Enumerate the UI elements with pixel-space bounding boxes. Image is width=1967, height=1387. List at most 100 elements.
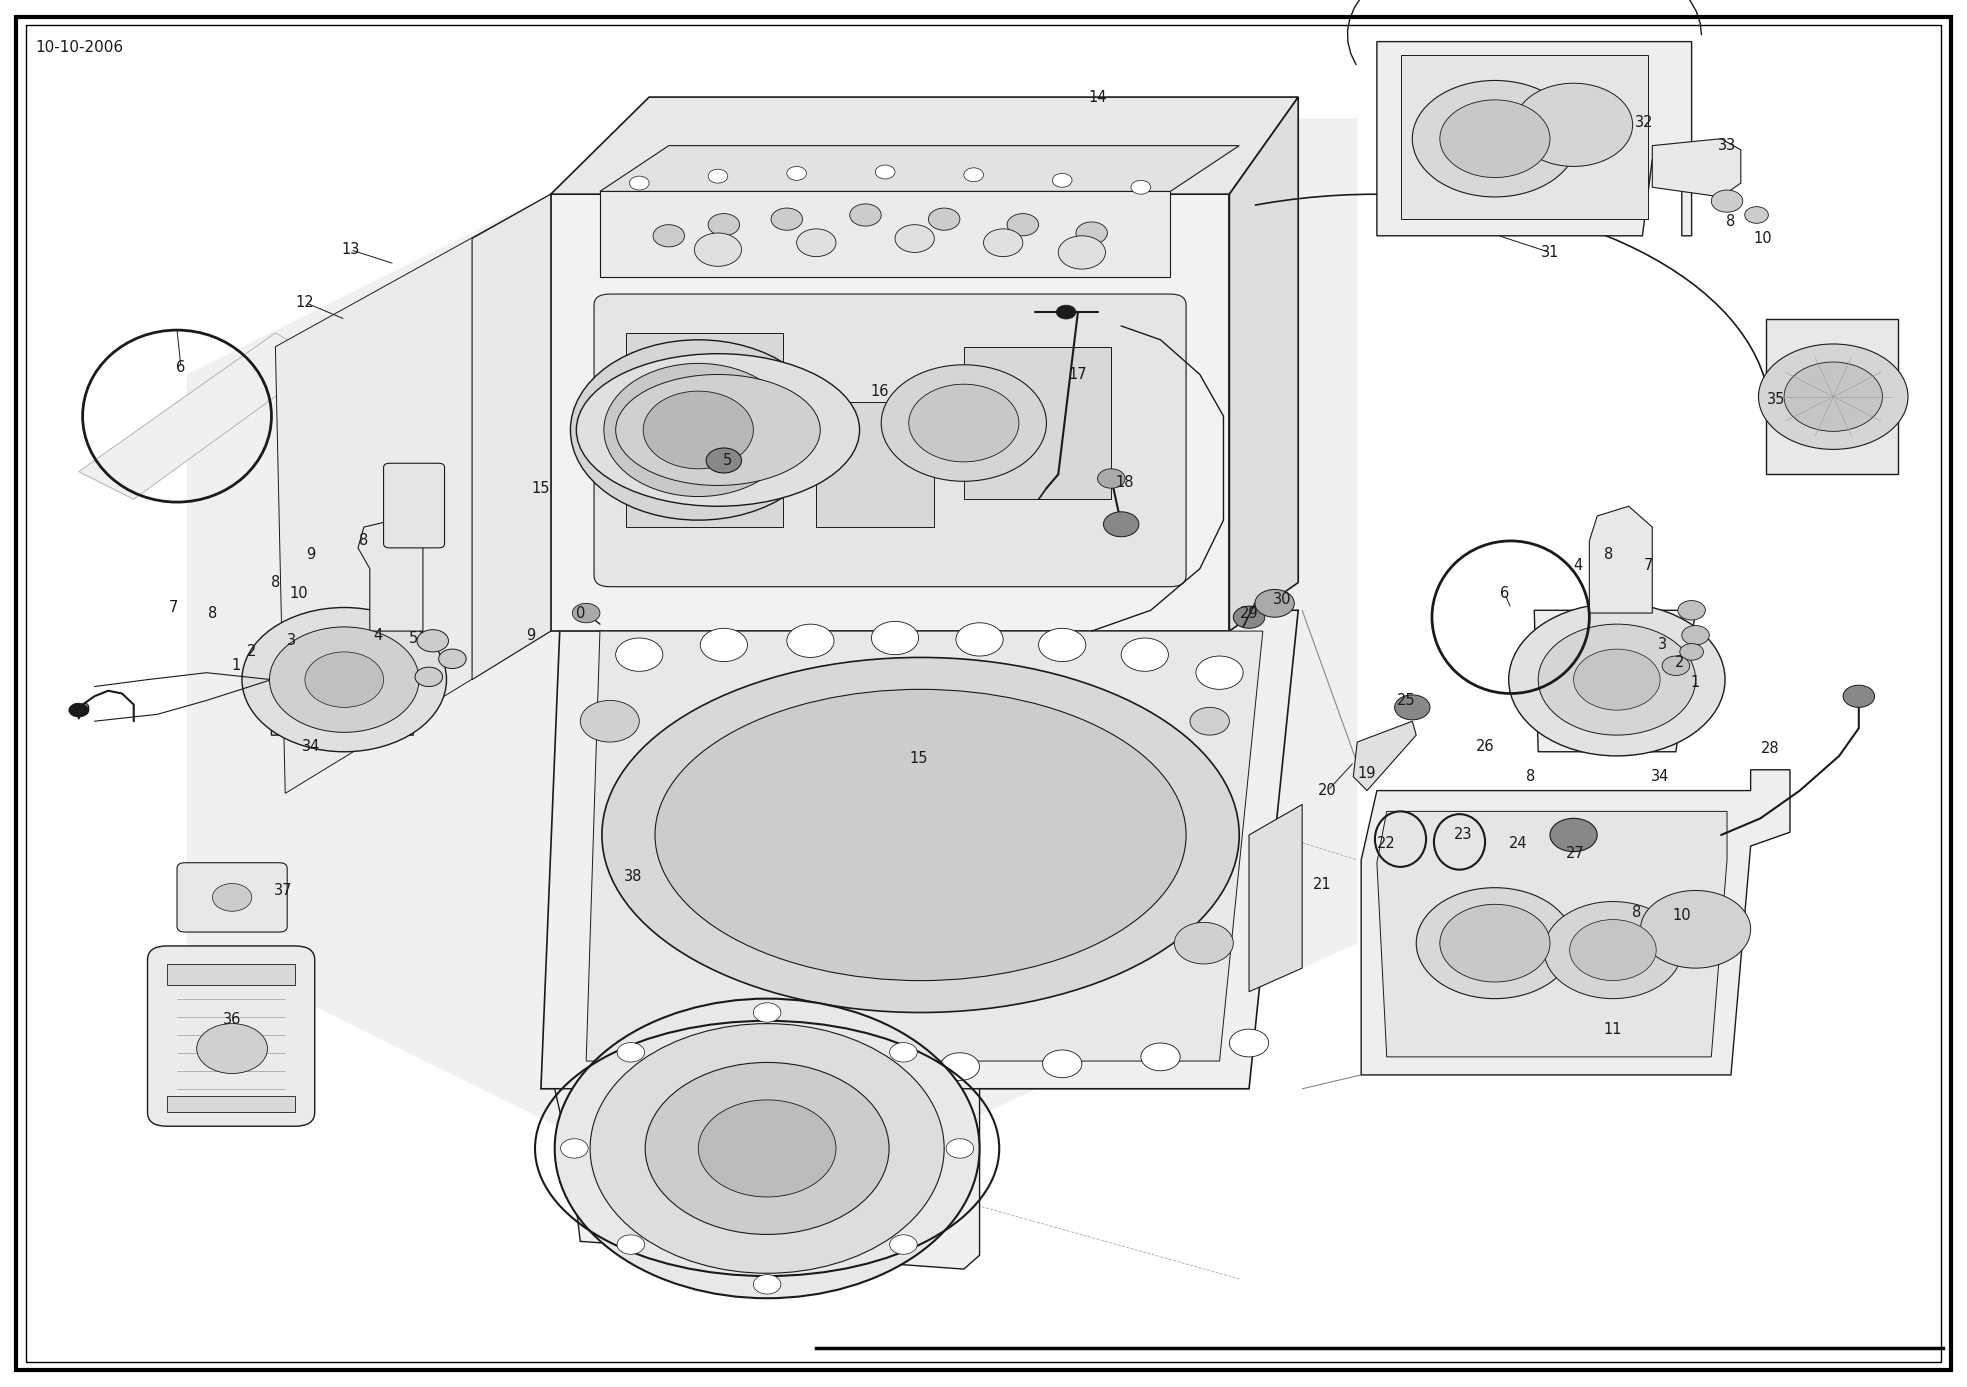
- Text: 30: 30: [1273, 592, 1292, 606]
- Circle shape: [871, 621, 919, 655]
- FancyBboxPatch shape: [148, 946, 315, 1126]
- Bar: [964, 347, 1111, 499]
- Circle shape: [269, 627, 419, 732]
- Circle shape: [1640, 890, 1751, 968]
- Text: 13: 13: [340, 243, 360, 257]
- Circle shape: [708, 169, 728, 183]
- Text: 37: 37: [273, 884, 293, 897]
- Circle shape: [940, 1053, 980, 1080]
- Text: 23: 23: [1454, 828, 1473, 842]
- Circle shape: [1103, 512, 1139, 537]
- Text: 15: 15: [531, 481, 551, 495]
- Bar: [816, 402, 934, 527]
- Circle shape: [415, 667, 443, 687]
- Circle shape: [1056, 305, 1076, 319]
- Polygon shape: [1652, 139, 1741, 197]
- Circle shape: [694, 233, 742, 266]
- Polygon shape: [271, 631, 423, 735]
- Text: 8: 8: [1633, 906, 1640, 920]
- Polygon shape: [1229, 97, 1298, 631]
- Text: 35: 35: [1766, 393, 1786, 406]
- Circle shape: [889, 1234, 917, 1254]
- Polygon shape: [1249, 804, 1302, 992]
- Circle shape: [1509, 603, 1725, 756]
- Bar: [167, 1096, 295, 1112]
- Polygon shape: [600, 191, 1170, 277]
- Circle shape: [895, 225, 934, 252]
- Circle shape: [1550, 818, 1597, 852]
- Text: 16: 16: [869, 384, 889, 398]
- Text: 28: 28: [1760, 742, 1780, 756]
- Text: 9: 9: [527, 628, 535, 642]
- Circle shape: [708, 214, 740, 236]
- Circle shape: [212, 884, 252, 911]
- Text: 1: 1: [232, 659, 240, 673]
- Text: 38: 38: [624, 870, 643, 884]
- Circle shape: [738, 1047, 777, 1075]
- Text: 25: 25: [1397, 694, 1416, 707]
- Circle shape: [633, 1040, 673, 1068]
- Circle shape: [1229, 1029, 1269, 1057]
- Circle shape: [1196, 656, 1243, 689]
- Polygon shape: [1401, 55, 1648, 219]
- Circle shape: [1058, 236, 1105, 269]
- Text: 24: 24: [1509, 836, 1528, 850]
- Text: 3: 3: [1658, 638, 1666, 652]
- Text: 11: 11: [1603, 1022, 1623, 1036]
- Circle shape: [1758, 344, 1908, 449]
- Polygon shape: [1361, 770, 1790, 1075]
- Circle shape: [881, 365, 1046, 481]
- Polygon shape: [551, 97, 1298, 194]
- Text: 2: 2: [248, 645, 256, 659]
- Text: 39: 39: [73, 703, 92, 717]
- Text: 15: 15: [909, 752, 928, 766]
- Text: 10-10-2006: 10-10-2006: [35, 40, 124, 55]
- Circle shape: [787, 624, 834, 657]
- Circle shape: [1416, 888, 1574, 999]
- Circle shape: [590, 1024, 944, 1273]
- Circle shape: [964, 168, 984, 182]
- Circle shape: [555, 999, 980, 1298]
- Circle shape: [753, 1003, 781, 1022]
- Circle shape: [1440, 904, 1550, 982]
- Circle shape: [928, 208, 960, 230]
- Text: 3: 3: [287, 634, 295, 648]
- Circle shape: [1538, 624, 1696, 735]
- Circle shape: [1098, 469, 1125, 488]
- Circle shape: [1076, 222, 1107, 244]
- Polygon shape: [1534, 610, 1696, 752]
- Polygon shape: [1589, 506, 1652, 613]
- Circle shape: [1141, 1043, 1180, 1071]
- Text: 34: 34: [1650, 770, 1670, 784]
- Text: 20: 20: [1318, 784, 1338, 798]
- Circle shape: [700, 628, 747, 662]
- Circle shape: [1678, 601, 1705, 620]
- Text: 6: 6: [1501, 587, 1509, 601]
- Circle shape: [1570, 920, 1656, 981]
- Polygon shape: [586, 631, 1263, 1061]
- Text: 1: 1: [1692, 675, 1699, 689]
- Circle shape: [561, 1139, 588, 1158]
- Circle shape: [1544, 902, 1682, 999]
- Circle shape: [1121, 638, 1168, 671]
- Polygon shape: [1353, 721, 1416, 791]
- Text: 7: 7: [169, 601, 177, 614]
- Text: 34: 34: [301, 739, 321, 753]
- Bar: [167, 964, 295, 985]
- Circle shape: [1440, 100, 1550, 178]
- Text: 32: 32: [1635, 115, 1654, 129]
- Circle shape: [706, 448, 742, 473]
- FancyBboxPatch shape: [594, 294, 1186, 587]
- Text: 9: 9: [307, 548, 315, 562]
- Polygon shape: [187, 118, 1357, 1221]
- Polygon shape: [1377, 811, 1727, 1057]
- Polygon shape: [551, 194, 1229, 631]
- Text: 0: 0: [576, 606, 584, 620]
- Circle shape: [439, 649, 466, 669]
- Text: 8: 8: [271, 576, 279, 589]
- Text: 8: 8: [360, 534, 368, 548]
- Circle shape: [1843, 685, 1875, 707]
- Ellipse shape: [576, 354, 860, 506]
- Circle shape: [1515, 83, 1633, 166]
- Text: 7: 7: [1644, 559, 1652, 573]
